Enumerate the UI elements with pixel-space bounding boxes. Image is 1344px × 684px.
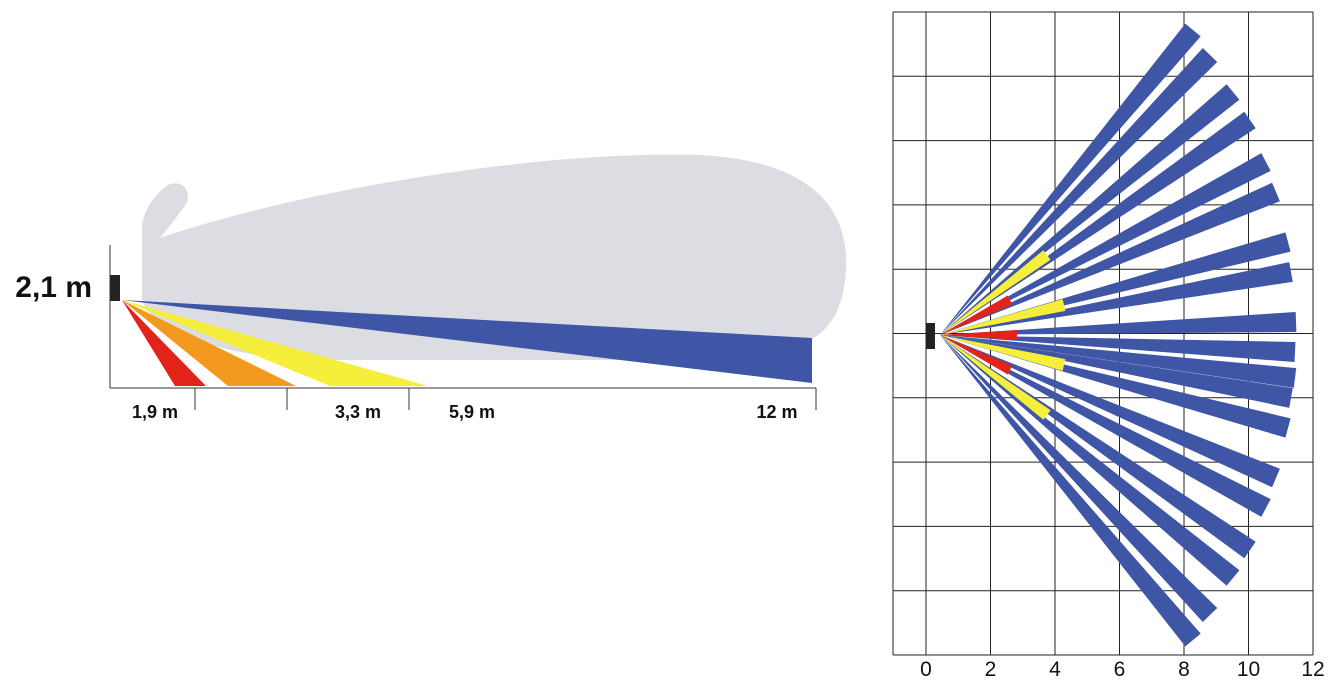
beam — [940, 232, 1291, 335]
beam — [940, 153, 1271, 335]
distance-label: 1,9 m — [132, 402, 178, 422]
beam — [940, 250, 1051, 335]
x-tick-label: 2 — [985, 658, 997, 681]
x-tick-label: 10 — [1237, 658, 1260, 681]
distance-label: 3,3 m — [335, 402, 381, 422]
beam — [940, 335, 1280, 488]
yellow-beam — [122, 300, 428, 386]
sensor — [110, 275, 120, 301]
x-tick-label: 4 — [1049, 658, 1061, 681]
top-view: 0 2 4 6 8 10 12 — [892, 11, 1325, 681]
beam — [940, 335, 1051, 420]
side-view: 2,1 m 1,9 m 3,3 m 5,9 m 12 m — [15, 154, 847, 422]
beam — [940, 335, 1218, 622]
beam — [940, 84, 1240, 335]
beam — [940, 48, 1218, 335]
coverage-cloud — [142, 154, 847, 360]
distance-label: 12 m — [756, 402, 797, 422]
beam — [940, 335, 1291, 438]
beam — [940, 295, 1013, 335]
beam — [940, 335, 1201, 647]
beam — [940, 335, 1013, 375]
sensor — [926, 323, 935, 349]
distance-label: 5,9 m — [449, 402, 495, 422]
orange-beam — [122, 300, 296, 386]
blue-beam — [122, 300, 812, 383]
beam — [940, 330, 1017, 340]
beam — [940, 335, 1271, 517]
x-tick-label: 0 — [920, 658, 932, 681]
beam — [940, 299, 1066, 335]
beam — [940, 335, 1296, 362]
beam — [940, 312, 1297, 335]
x-tick-label: 6 — [1114, 658, 1126, 681]
beam — [940, 335, 1297, 388]
red-beam — [122, 300, 206, 386]
beam — [940, 335, 1066, 371]
beam — [940, 182, 1280, 335]
height-label: 2,1 m — [15, 271, 92, 304]
beam — [940, 335, 1240, 586]
x-tick-label: 8 — [1178, 658, 1190, 681]
beam — [940, 23, 1201, 336]
x-tick-label: 12 — [1301, 658, 1324, 681]
